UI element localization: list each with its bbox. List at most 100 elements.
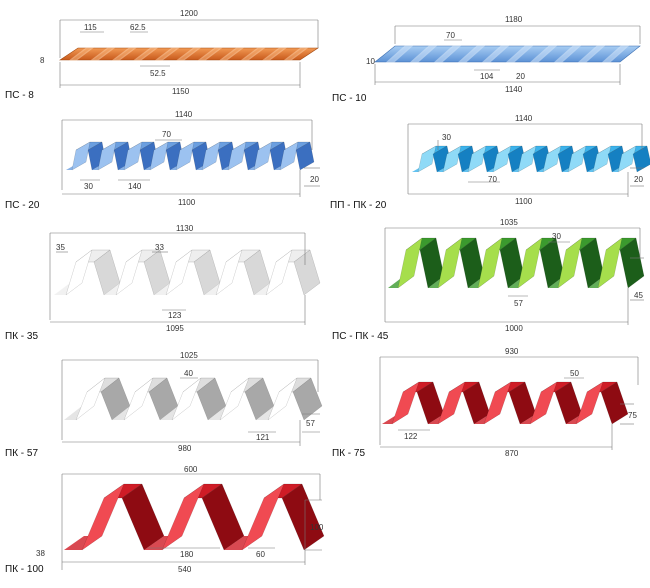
ps8-step-dim: 62.5 [130, 23, 146, 32]
ps20-rib-side [97, 141, 117, 171]
ps10-rib [505, 45, 534, 63]
profile-ps10: 1180 1140 10 70 104 20 ПС - 10 [332, 15, 641, 104]
pk57-total-dim: 1025 [180, 351, 198, 360]
pppk20-rib-top-dim: 30 [442, 133, 451, 142]
pk57-rib-bottom-dim: 121 [256, 433, 270, 442]
pk100-height-dim: 100 [310, 523, 324, 532]
profile-ps8: 1200 1150 8 115 62.5 52.5 ПС - 8 [5, 9, 319, 101]
pk75-rib-side [529, 381, 558, 425]
pppk20-useful-dim: 1100 [515, 197, 533, 206]
ps8-useful-dim: 1150 [172, 87, 190, 96]
pk57-rib-side [219, 377, 250, 421]
pspk45-rib-side [557, 237, 583, 289]
ps20-rib-side [253, 141, 273, 171]
pk100-total-dim: 600 [184, 465, 198, 474]
profile-ps20: 1140 1100 20 70 30 140 ПС - 20 [5, 110, 320, 211]
pspk45-rib-side [477, 237, 503, 289]
pppk20-rib-side [467, 145, 487, 173]
ps8-label: ПС - 8 [5, 90, 34, 101]
pk35-rib-side [215, 249, 243, 296]
ps20-label: ПС - 20 [5, 200, 40, 211]
pk35-gap-dim: 123 [168, 311, 182, 320]
pk57-rib-top-dim: 40 [184, 369, 193, 378]
ps20-rib-side [201, 141, 221, 171]
pspk45-rib-bottom-dim: 57 [514, 299, 523, 308]
pppk20-rib-side [592, 145, 612, 173]
profile-pspk45: 1035 1000 30 57 45 ПС - ПК - 45 [332, 218, 645, 342]
pppk20-rib-side [542, 145, 562, 173]
pk75-rib-side [391, 381, 420, 425]
profile-pppk20: 1140 1100 20 30 70 ПП - ПК - 20 [330, 114, 650, 211]
ps8-total-dim: 1200 [180, 9, 198, 18]
pspk45-rib-front [619, 237, 645, 289]
pk100-rib-front [121, 483, 165, 551]
pk35-rib-side [65, 249, 93, 296]
pspk45-height-dim: 45 [634, 291, 643, 300]
ps10-rib-top-dim: 70 [446, 31, 455, 40]
pk75-useful-dim: 870 [505, 449, 519, 458]
ps10-rib [481, 45, 510, 63]
ps10-label: ПС - 10 [332, 93, 367, 104]
ps10-gap-dim: 104 [480, 72, 494, 81]
pppk20-gap-dim: 70 [488, 175, 497, 184]
pk100-rib-side [81, 483, 125, 551]
pk100-rib-front [281, 483, 325, 551]
pk100-label: ПК - 100 [5, 564, 44, 575]
ps8-rib [197, 47, 223, 61]
pppk20-rib-side [492, 145, 512, 173]
ps8-rib [283, 47, 309, 61]
pppk20-height-dim: 20 [634, 175, 643, 184]
pk100-rib-top-dim: 180 [180, 550, 194, 559]
pk35-rib-top-left-dim: 35 [56, 243, 65, 252]
pppk20-rib-side [517, 145, 537, 173]
pk57-rib-side [267, 377, 298, 421]
ps20-gap-dim: 140 [128, 182, 142, 191]
ps20-rib-side [279, 141, 299, 171]
pk100-rib-side [161, 483, 205, 551]
pk35-label: ПК - 35 [5, 331, 38, 342]
pk75-rib-side [483, 381, 512, 425]
ps20-useful-dim: 1100 [178, 198, 196, 207]
pk57-rib-front [292, 377, 323, 421]
pk57-rib-side [123, 377, 154, 421]
ps20-rib-side [123, 141, 143, 171]
pppk20-total-dim: 1140 [515, 114, 533, 123]
pk35-useful-dim: 1095 [166, 324, 184, 333]
pspk45-label: ПС - ПК - 45 [332, 331, 389, 342]
pk57-rib-side [75, 377, 106, 421]
ps10-rib [529, 45, 558, 63]
ps8-rib [68, 47, 95, 61]
pk75-label: ПК - 75 [332, 448, 365, 459]
pk35-rib-top-dim: 33 [155, 243, 164, 252]
ps20-rib-side [175, 141, 195, 171]
ps8-rib [90, 47, 116, 61]
ps10-height-dim: 10 [366, 57, 375, 66]
ps8-rib [133, 47, 159, 61]
ps20-rib-side [227, 141, 247, 171]
pk35-rib-front [293, 249, 321, 296]
pk75-rib-front [600, 381, 629, 425]
ps20-height-dim: 20 [310, 175, 319, 184]
ps8-rib [154, 47, 181, 61]
pk75-total-dim: 930 [505, 347, 519, 356]
ps10-total-dim: 1180 [505, 15, 523, 24]
pk57-height-dim: 57 [306, 419, 315, 428]
pspk45-total-dim: 1035 [500, 218, 518, 227]
profile-pk35: 1130 1095 35 33 123 ПК - 35 [5, 224, 321, 342]
profile-pk100: 600 540 180 60 100 38 ПК - 100 [5, 465, 325, 575]
pk75-rib-top-dim: 50 [570, 369, 579, 378]
pk75-height-dim: 75 [628, 411, 637, 420]
pppk20-rib-side [617, 145, 637, 173]
ps8-rib [175, 47, 202, 61]
ps8-rib [261, 47, 288, 61]
pk35-total-dim: 1130 [176, 224, 194, 233]
ps8-rib-bottom-dim: 52.5 [150, 69, 166, 78]
ps10-rib [457, 45, 486, 63]
pspk45-rib-side [437, 237, 463, 289]
ps10-rib [433, 45, 462, 63]
ps20-rib-side [71, 141, 91, 171]
pppk20-rib-side [442, 145, 462, 173]
ps10-rib [385, 45, 414, 63]
pk35-rib-side [265, 249, 293, 296]
